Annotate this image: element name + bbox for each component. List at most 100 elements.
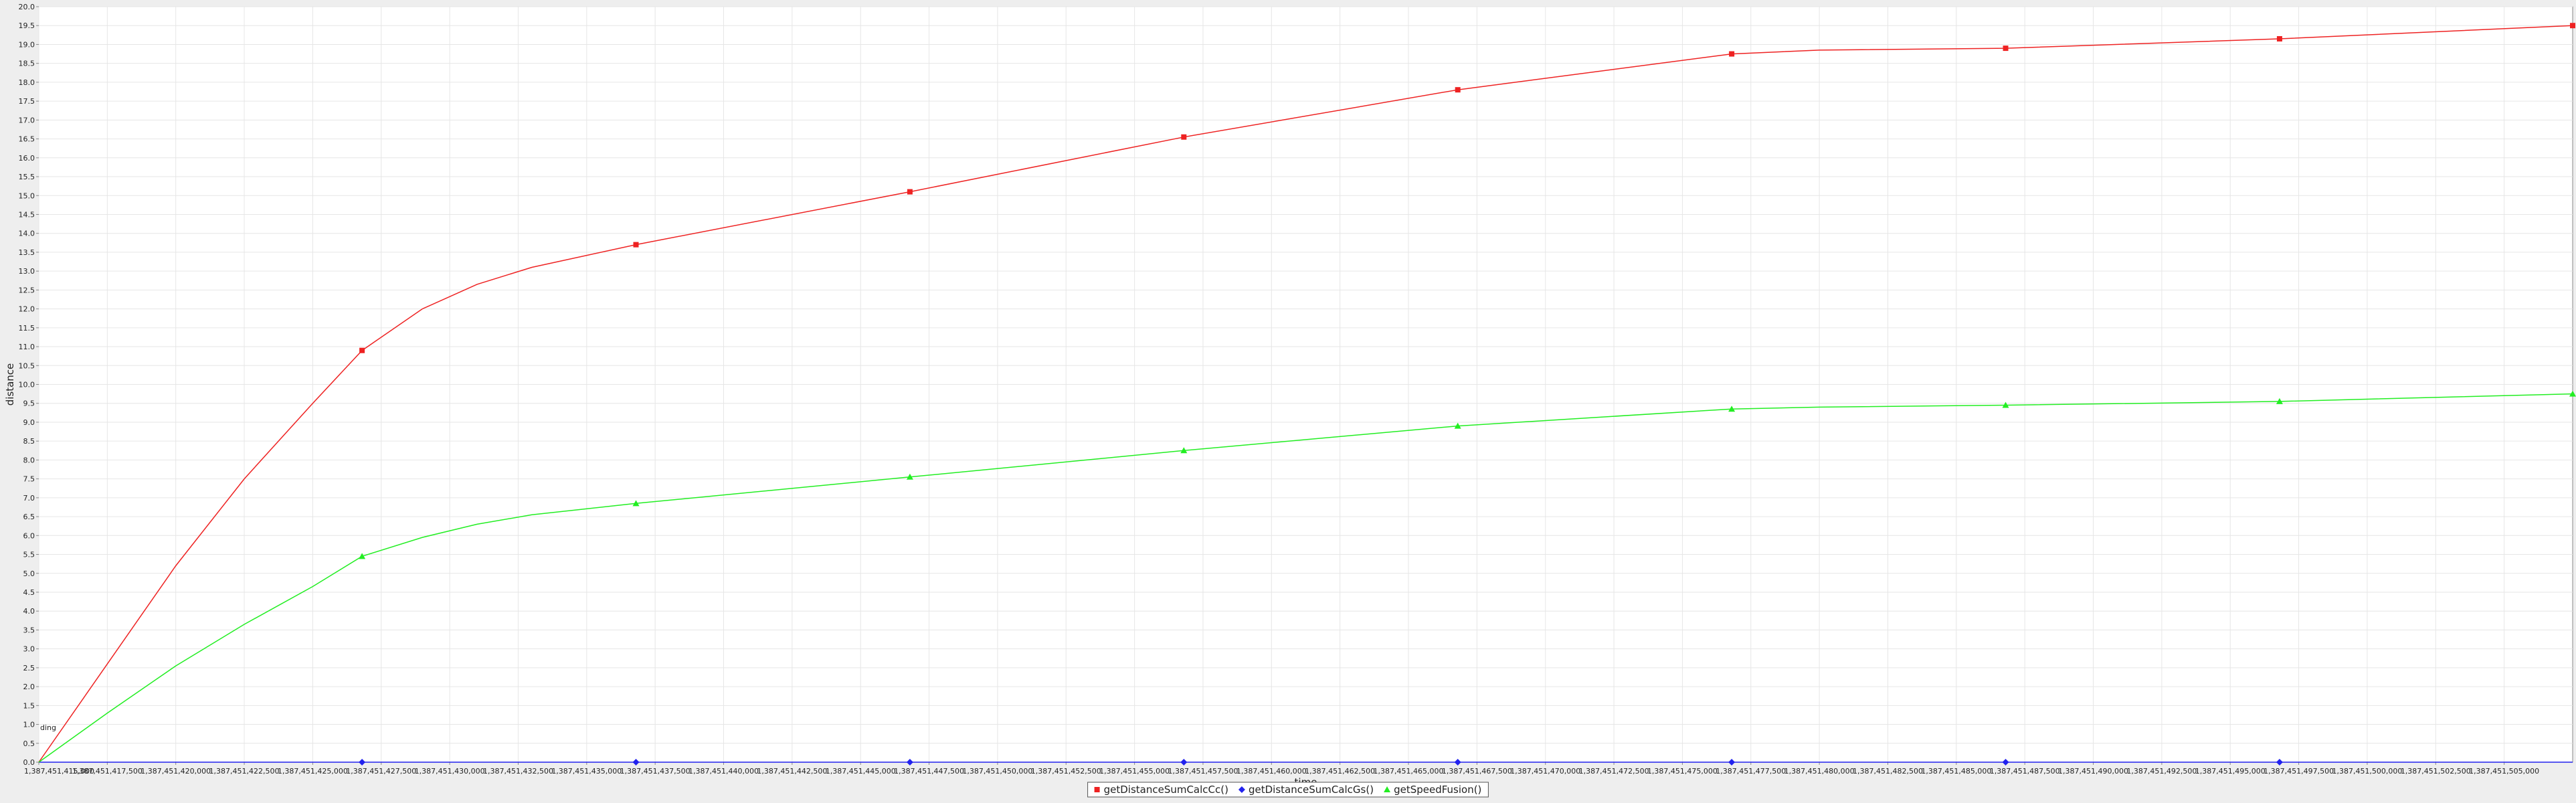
x-tick-label: 1,387,451,482,500 [1853, 767, 1923, 776]
x-tick-label: 1,387,451,440,000 [688, 767, 759, 776]
x-tick-label: 1,387,451,467,500 [1442, 767, 1512, 776]
x-tick-label: 1,387,451,505,000 [2469, 767, 2539, 776]
x-tick-label: 1,387,451,435,000 [551, 767, 622, 776]
y-tick-label: 19.0 [19, 40, 35, 49]
y-tick-label: 9.0 [23, 418, 35, 427]
y-tick-label: 5.5 [23, 551, 35, 559]
y-tick-label: 17.0 [19, 116, 35, 124]
data-point [2276, 397, 2283, 404]
data-point [2570, 23, 2575, 29]
data-point [633, 242, 639, 248]
x-tick-label: 1,387,451,430,000 [415, 767, 485, 776]
data-point [1180, 447, 1188, 454]
legend-label: getSpeedFusion() [1394, 784, 1481, 796]
x-tick-label: 1,387,451,502,500 [2401, 767, 2471, 776]
data-point [906, 759, 913, 766]
y-tick-label: 2.0 [23, 683, 35, 691]
x-tick-label: 1,387,451,447,500 [894, 767, 964, 776]
data-point [359, 347, 365, 353]
y-tick-label: 17.5 [19, 97, 35, 106]
y-tick-label: 8.5 [23, 437, 35, 446]
data-point [1728, 406, 1736, 412]
x-tick-label: 1,387,451,420,000 [141, 767, 211, 776]
data-point [907, 189, 913, 195]
grid-lines [38, 6, 2573, 763]
y-tick-label: 6.0 [23, 531, 35, 540]
data-point [2276, 759, 2283, 766]
y-tick-label: 16.5 [19, 135, 35, 144]
x-tick-label: 1,387,451,432,500 [483, 767, 553, 776]
data-point [906, 473, 913, 480]
x-tick-label: 1,387,451,415,000 [24, 767, 94, 776]
y-tick-label: 15.5 [19, 173, 35, 181]
legend-box [1087, 782, 1489, 798]
x-tick-label: 1,387,451,422,500 [209, 767, 280, 776]
x-tick-label: 1,387,451,460,000 [1236, 767, 1307, 776]
x-tick-label: 1,387,451,480,000 [1784, 767, 1855, 776]
y-tick-label: 20.0 [19, 3, 35, 11]
legend-label: getDistanceSumCalcGs() [1249, 784, 1374, 796]
y-tick-label: 18.5 [19, 60, 35, 68]
series-layer [38, 23, 2576, 766]
legend-marker [1238, 786, 1245, 793]
series-line [38, 393, 2573, 763]
x-tick-label: 1,387,451,475,000 [1647, 767, 1718, 776]
x-tick-label: 1,387,451,477,500 [1716, 767, 1786, 776]
y-tick-label: 11.5 [19, 324, 35, 333]
data-point [1454, 422, 1461, 429]
y-axis-ticks: 0.0 0.5 1.0 1.5 2.0 2.5 3.0 3.5 4.0 4.5 5.0 5.5 6.0 6… [19, 3, 39, 767]
legend-marker [1384, 786, 1391, 792]
series-group [38, 23, 2575, 763]
legend-item: getSpeedFusion() [1384, 784, 1481, 796]
y-tick-label: 14.5 [19, 210, 35, 219]
y-tick-label: 3.0 [23, 645, 35, 654]
data-point [2276, 35, 2282, 41]
x-tick-label: 1,387,451,487,500 [1990, 767, 2060, 776]
y-tick-label: 7.0 [23, 494, 35, 503]
y-axis-title: distance [4, 363, 16, 406]
x-tick-label: 1,387,451,427,500 [346, 767, 416, 776]
x-tick-label: 1,387,451,445,000 [826, 767, 896, 776]
x-tick-label: 1,387,451,417,500 [72, 767, 143, 776]
x-tick-label: 1,387,451,492,500 [2126, 767, 2197, 776]
x-tick-label: 1,387,451,450,000 [962, 767, 1032, 776]
y-tick-label: 14.0 [19, 230, 35, 238]
y-tick-label: 10.0 [19, 381, 35, 389]
x-axis-ticks: 1,387,451,415,0001,387,451,417,5001,387,… [24, 762, 2539, 776]
y-tick-label: 2.5 [23, 664, 35, 673]
data-point [1181, 134, 1187, 140]
y-tick-label: 1.0 [23, 721, 35, 729]
data-point [359, 759, 366, 766]
x-tick-label: 1,387,451,472,500 [1579, 767, 1649, 776]
x-tick-label: 1,387,451,470,000 [1510, 767, 1580, 776]
y-tick-label: 7.5 [23, 475, 35, 484]
x-tick-label: 1,387,451,425,000 [278, 767, 348, 776]
x-tick-label: 1,387,451,442,500 [757, 767, 827, 776]
x-tick-label: 1,387,451,497,500 [2264, 767, 2334, 776]
y-tick-label: 6.5 [23, 513, 35, 521]
y-tick-label: 11.0 [19, 343, 35, 351]
x-tick-label: 1,387,451,490,000 [2058, 767, 2128, 776]
y-tick-label: 0.0 [23, 758, 35, 767]
legend: getDistanceSumCalcCc() getDistanceSumCalc… [1087, 782, 1489, 798]
x-tick-label: 1,387,451,500,000 [2332, 767, 2402, 776]
x-tick-label: 1,387,451,452,500 [1031, 767, 1101, 776]
y-tick-label: 12.5 [19, 286, 35, 294]
annotation-label: ding [40, 723, 56, 732]
y-tick-label: 13.0 [19, 267, 35, 276]
legend-marker [1094, 787, 1100, 792]
series-group [38, 390, 2576, 763]
x-tick-label: 1,387,451,462,500 [1305, 767, 1375, 776]
y-tick-label: 16.0 [19, 154, 35, 163]
data-point [1728, 759, 1736, 766]
y-tick-label: 13.5 [19, 248, 35, 257]
data-point [359, 553, 366, 559]
y-tick-label: 5.0 [23, 569, 35, 578]
series-group [39, 759, 2573, 766]
x-tick-label: 1,387,451,465,000 [1374, 767, 1444, 776]
y-tick-label: 4.5 [23, 588, 35, 597]
series-line [38, 25, 2573, 763]
data-point [2002, 759, 2009, 766]
x-tick-label: 1,387,451,455,000 [1099, 767, 1170, 776]
